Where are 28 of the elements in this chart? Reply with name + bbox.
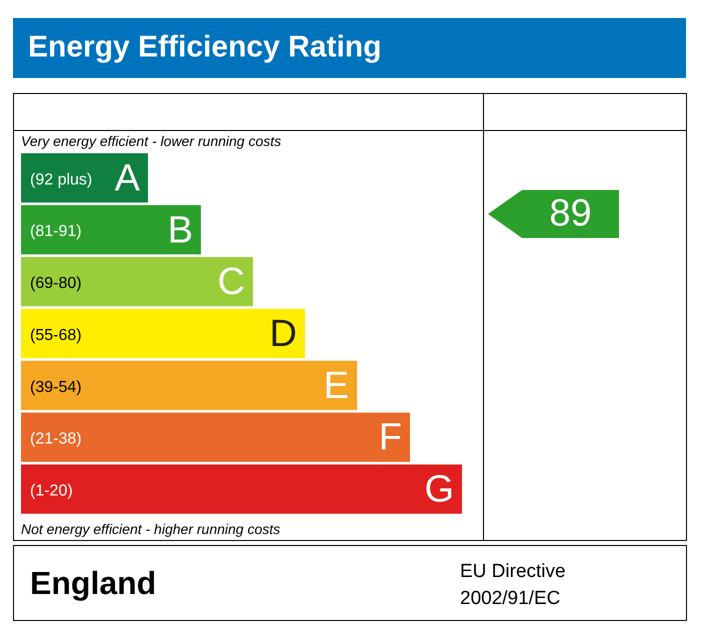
bar	[21, 205, 201, 254]
text: Very energy efficient - lower running costs	[21, 133, 282, 149]
bar	[21, 464, 462, 514]
text: EU Directive	[460, 561, 566, 582]
y-tick-label: (92 plus)	[30, 171, 92, 188]
bar	[21, 257, 253, 306]
bar	[21, 308, 306, 358]
y-tick-label: (69-80)	[30, 275, 82, 292]
annotation: C	[218, 261, 245, 304]
chart-title: Energy Efficiency Rating	[28, 30, 382, 64]
bar	[21, 360, 358, 410]
text: 89	[549, 192, 592, 234]
y-tick-label: (55-68)	[30, 326, 82, 344]
text: England	[30, 565, 156, 601]
annotation: B	[168, 209, 193, 252]
annotation: D	[270, 312, 298, 355]
y-tick-label: (21-38)	[30, 430, 82, 448]
y-tick-label: (1-20)	[30, 482, 73, 500]
bar	[21, 412, 410, 462]
y-tick-label: (81-91)	[30, 223, 82, 240]
y-tick-label: (39-54)	[30, 378, 82, 396]
annotation: F	[378, 416, 402, 459]
annotation: A	[114, 157, 141, 200]
annotation: E	[324, 364, 350, 407]
bar	[21, 153, 148, 203]
annotation: G	[424, 468, 454, 511]
text: Not energy efficient - higher running costs	[21, 521, 280, 537]
text: 2002/91/EC	[460, 588, 560, 609]
